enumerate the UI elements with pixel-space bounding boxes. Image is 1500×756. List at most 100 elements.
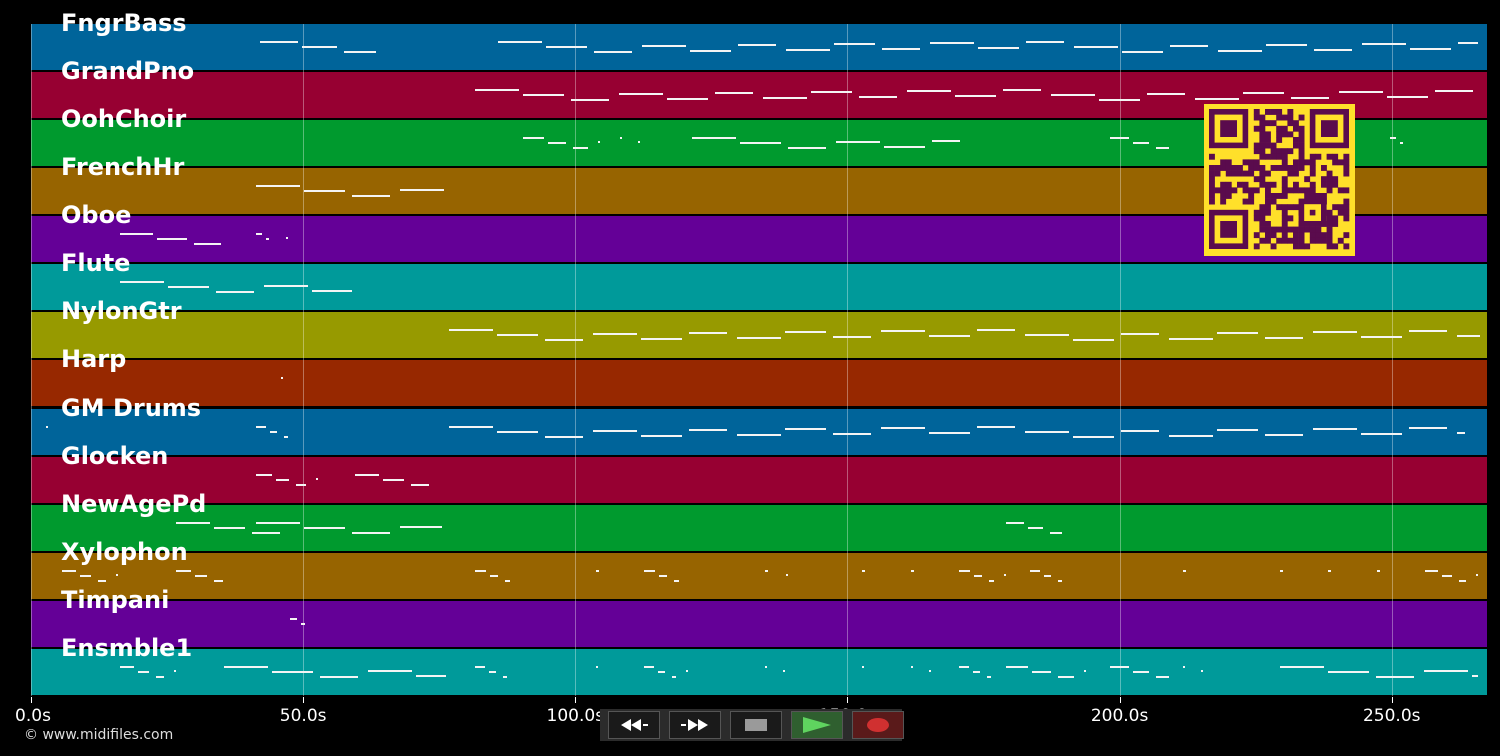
note-mark	[932, 140, 960, 143]
qr-module	[1242, 170, 1249, 177]
note-mark	[1183, 569, 1186, 572]
qr-module	[1259, 142, 1266, 149]
note-mark	[1243, 92, 1284, 95]
qr-module	[1326, 187, 1333, 194]
play-button[interactable]	[791, 711, 843, 739]
time-gridline	[1392, 24, 1393, 696]
qr-module	[1326, 170, 1333, 177]
qr-code-graphic	[1209, 109, 1350, 250]
note-mark	[1457, 335, 1480, 338]
note-mark	[1218, 50, 1262, 52]
qr-module	[1343, 187, 1350, 194]
qr-module	[1293, 232, 1299, 239]
note-mark	[416, 674, 446, 677]
qr-module	[1332, 204, 1339, 211]
note-mark	[368, 669, 412, 672]
qr-module	[1270, 153, 1277, 160]
qr-module	[1225, 159, 1232, 166]
note-mark	[1074, 46, 1118, 48]
qr-module	[1248, 193, 1255, 199]
qr-module	[1220, 165, 1227, 171]
qr-module	[1281, 209, 1288, 216]
track-label: Oboe	[61, 201, 132, 230]
note-mark	[644, 665, 654, 668]
note-mark	[1051, 94, 1095, 97]
qr-module	[1248, 187, 1255, 194]
note-mark	[638, 141, 640, 144]
qr-module	[1265, 170, 1271, 177]
qr-module	[1326, 232, 1333, 239]
qr-module	[1281, 187, 1288, 194]
rewind-button[interactable]	[608, 711, 660, 739]
qr-module	[1343, 243, 1350, 250]
note-mark	[658, 670, 665, 673]
note-mark	[320, 675, 358, 678]
qr-module	[1270, 226, 1277, 233]
note-mark	[1050, 531, 1062, 534]
note-mark	[176, 569, 191, 572]
qr-module	[1209, 187, 1215, 194]
track-label: GM Drums	[61, 393, 202, 422]
qr-module	[1209, 181, 1215, 188]
note-mark	[489, 670, 496, 673]
qr-module	[1321, 120, 1338, 137]
time-gridline	[575, 24, 576, 696]
note-mark	[1361, 336, 1402, 339]
note-mark	[788, 147, 826, 150]
note-mark	[195, 574, 207, 577]
note-mark	[266, 238, 269, 241]
qr-code-icon	[1204, 104, 1355, 256]
note-mark	[304, 526, 345, 529]
qr-module	[1287, 109, 1294, 115]
note-mark	[352, 195, 390, 198]
note-mark	[1328, 670, 1369, 673]
note-mark	[290, 617, 297, 620]
note-mark	[641, 338, 682, 341]
qr-module	[1220, 181, 1227, 188]
qr-module	[1304, 226, 1311, 233]
note-mark	[490, 574, 498, 577]
qr-module	[1265, 109, 1271, 115]
note-mark	[176, 521, 210, 524]
fast-forward-button[interactable]	[669, 711, 721, 739]
note-mark	[1362, 43, 1406, 45]
note-mark	[715, 92, 753, 95]
note-mark	[1133, 670, 1149, 673]
note-mark	[400, 525, 442, 528]
qr-module	[1281, 125, 1288, 132]
note-mark	[475, 89, 519, 92]
note-mark	[1390, 137, 1396, 140]
note-mark	[1183, 665, 1185, 668]
note-mark	[1410, 48, 1451, 50]
note-mark	[545, 435, 583, 438]
note-mark	[911, 665, 913, 668]
qr-module	[1265, 131, 1271, 138]
note-mark	[959, 665, 969, 668]
note-mark	[989, 579, 994, 582]
qr-module	[1293, 125, 1299, 132]
qr-module	[1298, 243, 1305, 250]
note-mark	[833, 432, 871, 435]
qr-module	[1304, 176, 1311, 183]
qr-module	[1265, 142, 1271, 149]
qr-module	[1304, 243, 1311, 250]
track-label: Xylophon	[61, 537, 188, 566]
qr-module	[1281, 114, 1288, 121]
note-mark	[383, 478, 404, 481]
qr-module	[1265, 226, 1271, 233]
note-mark	[497, 430, 538, 433]
record-button[interactable]	[852, 711, 904, 739]
qr-module	[1276, 204, 1283, 211]
note-mark	[862, 569, 865, 572]
qr-module	[1337, 237, 1344, 244]
note-mark	[256, 521, 300, 524]
note-mark	[1028, 526, 1043, 529]
note-mark	[690, 50, 731, 52]
note-mark	[302, 46, 337, 48]
qr-module	[1220, 159, 1227, 166]
qr-module	[1220, 120, 1237, 137]
note-mark	[1044, 574, 1051, 577]
stop-button[interactable]	[730, 711, 782, 739]
note-mark	[1073, 339, 1114, 342]
qr-module	[1259, 204, 1266, 211]
